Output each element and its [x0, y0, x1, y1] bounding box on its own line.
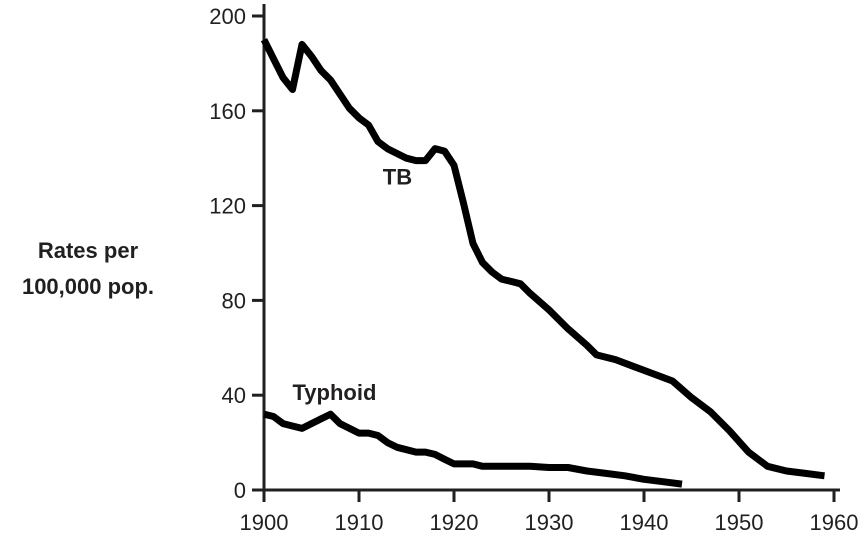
- y-tick-label: 200: [209, 4, 246, 29]
- series-label-tb: TB: [383, 164, 412, 189]
- y-tick-label: 160: [209, 99, 246, 124]
- y-tick-label: 40: [222, 383, 246, 408]
- y-axis-label: Rates per 100,000 pop.: [22, 238, 154, 299]
- x-tick-label: 1900: [240, 510, 289, 535]
- tick-marks: [252, 14, 836, 502]
- y-tick-label: 120: [209, 194, 246, 219]
- x-tick-label: 1910: [335, 510, 384, 535]
- x-tick-label: 1930: [525, 510, 574, 535]
- x-tick-label: 1940: [620, 510, 669, 535]
- axes: [262, 4, 840, 492]
- series-labels: TB Typhoid: [293, 164, 413, 405]
- tick-labels: 0 40 80 120 160 200 1900 1910 1920 1930 1940 1950 19…: [209, 4, 858, 535]
- y-tick-label: 80: [222, 288, 246, 313]
- y-tick-label: 0: [234, 478, 246, 503]
- y-axis-label-line: Rates per: [38, 238, 139, 263]
- series-label-typhoid: Typhoid: [293, 380, 377, 405]
- x-tick-label: 1960: [810, 510, 859, 535]
- series-line-tb: [260, 38, 825, 480]
- series-lines: [260, 38, 825, 488]
- x-tick-label: 1950: [715, 510, 764, 535]
- x-tick-label: 1920: [430, 510, 479, 535]
- y-axis-label-line: 100,000 pop.: [22, 274, 154, 299]
- series-line-typhoid: [263, 410, 683, 488]
